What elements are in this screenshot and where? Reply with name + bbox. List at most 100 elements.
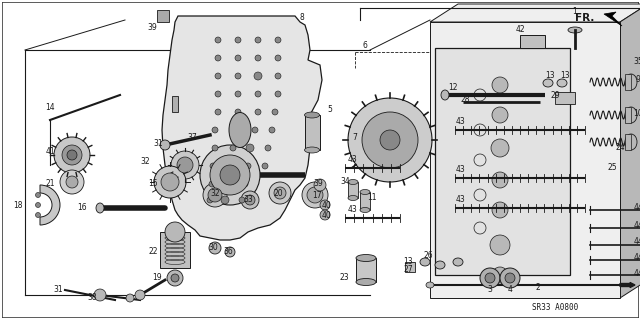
Text: 23: 23 (339, 272, 349, 281)
Circle shape (314, 179, 326, 191)
Circle shape (231, 126, 239, 134)
Circle shape (215, 73, 221, 79)
Circle shape (215, 91, 221, 97)
Circle shape (269, 182, 291, 204)
Text: 37: 37 (187, 132, 197, 142)
Polygon shape (405, 262, 415, 272)
Circle shape (215, 37, 221, 43)
Text: 34: 34 (340, 177, 350, 187)
Ellipse shape (568, 27, 582, 33)
Ellipse shape (625, 107, 637, 123)
Text: 35: 35 (633, 57, 640, 66)
Circle shape (207, 197, 213, 203)
Circle shape (35, 212, 40, 218)
Circle shape (224, 180, 232, 188)
Text: 32: 32 (210, 189, 220, 197)
Text: 5: 5 (328, 106, 332, 115)
Circle shape (275, 91, 281, 97)
Circle shape (491, 139, 509, 157)
Circle shape (500, 268, 520, 288)
Polygon shape (555, 92, 575, 104)
Circle shape (160, 140, 170, 150)
Circle shape (492, 107, 508, 123)
Text: 32: 32 (140, 158, 150, 167)
Circle shape (167, 270, 183, 286)
Ellipse shape (557, 79, 567, 87)
Circle shape (215, 55, 221, 61)
Circle shape (60, 170, 84, 194)
Ellipse shape (435, 261, 445, 269)
Bar (157, 10, 169, 22)
Circle shape (492, 172, 508, 188)
Text: 39: 39 (313, 179, 323, 188)
Text: 28: 28 (460, 95, 470, 105)
Text: 9: 9 (636, 76, 640, 85)
Circle shape (235, 91, 241, 97)
Polygon shape (625, 107, 631, 123)
Text: 44: 44 (633, 254, 640, 263)
Circle shape (161, 173, 179, 191)
Text: 44: 44 (633, 203, 640, 211)
Circle shape (255, 91, 261, 97)
Polygon shape (305, 115, 320, 150)
Circle shape (241, 191, 259, 209)
Circle shape (269, 127, 275, 133)
Text: 26: 26 (423, 250, 433, 259)
Circle shape (485, 273, 495, 283)
Circle shape (200, 145, 260, 205)
Text: 8: 8 (300, 13, 305, 23)
Text: 12: 12 (448, 83, 458, 92)
Text: 39: 39 (147, 24, 157, 33)
Circle shape (165, 222, 185, 242)
Circle shape (235, 73, 241, 79)
Circle shape (348, 98, 432, 182)
Circle shape (262, 163, 268, 169)
Circle shape (209, 242, 221, 254)
Circle shape (265, 145, 271, 151)
Circle shape (177, 157, 193, 173)
Circle shape (210, 163, 216, 169)
Text: 10: 10 (633, 108, 640, 117)
Polygon shape (430, 4, 640, 22)
Circle shape (208, 188, 222, 202)
Text: 43: 43 (347, 155, 357, 165)
Polygon shape (360, 192, 370, 210)
Text: FR.: FR. (575, 13, 594, 23)
Circle shape (274, 187, 286, 199)
Ellipse shape (543, 79, 553, 87)
FancyArrow shape (620, 283, 635, 287)
Circle shape (245, 195, 255, 205)
Circle shape (255, 55, 261, 61)
Ellipse shape (453, 258, 463, 266)
Polygon shape (430, 22, 620, 298)
Circle shape (254, 72, 262, 80)
Circle shape (380, 130, 400, 150)
Circle shape (66, 176, 78, 188)
Circle shape (225, 247, 235, 257)
Circle shape (235, 109, 241, 115)
Circle shape (235, 37, 241, 43)
Text: 43: 43 (455, 166, 465, 174)
Polygon shape (356, 258, 376, 282)
Circle shape (171, 274, 179, 282)
Circle shape (505, 273, 515, 283)
Text: 1: 1 (573, 8, 577, 17)
Circle shape (492, 77, 508, 93)
Text: 3: 3 (488, 286, 492, 294)
Circle shape (320, 210, 330, 220)
Ellipse shape (625, 134, 637, 150)
Circle shape (255, 109, 261, 115)
Polygon shape (162, 16, 322, 240)
Text: 40: 40 (322, 201, 332, 210)
Text: SR33 A0800: SR33 A0800 (532, 302, 578, 311)
Polygon shape (520, 35, 545, 48)
Circle shape (209, 181, 215, 187)
Text: 13: 13 (403, 257, 413, 266)
Text: 44: 44 (633, 269, 640, 278)
Circle shape (239, 197, 245, 203)
Text: 31: 31 (153, 138, 163, 147)
Circle shape (154, 166, 186, 198)
Text: 25: 25 (607, 164, 617, 173)
Circle shape (126, 294, 134, 302)
Circle shape (490, 235, 510, 255)
